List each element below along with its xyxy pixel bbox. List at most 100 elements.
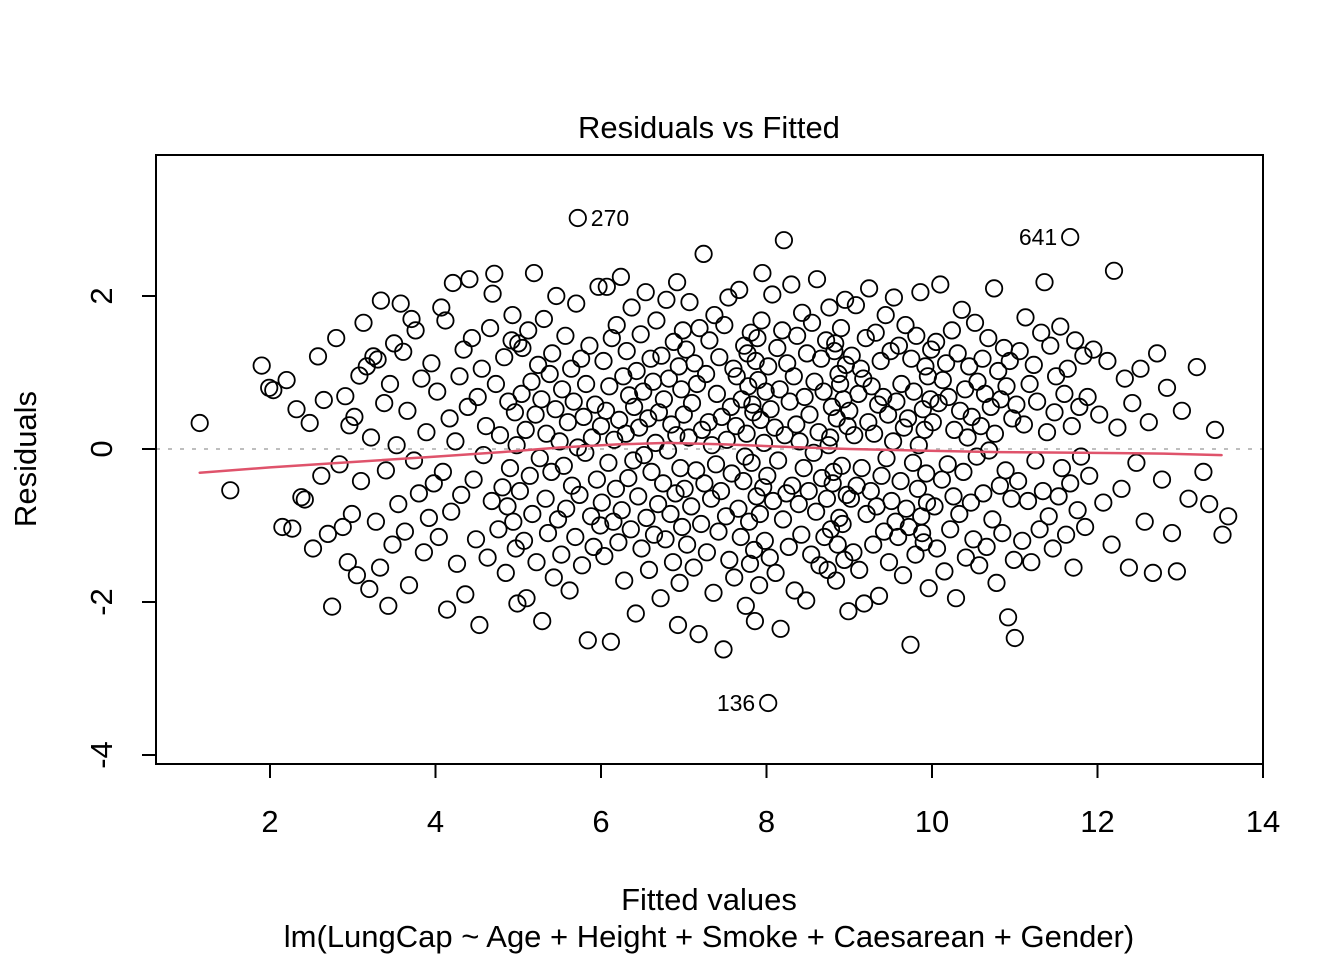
data-point: [710, 348, 729, 367]
data-point: [706, 455, 726, 474]
data-point: [1052, 458, 1072, 478]
data-point: [735, 447, 755, 466]
data-point: [792, 525, 811, 544]
data-point: [652, 346, 671, 365]
data-point: [1167, 562, 1187, 581]
data-point: [751, 410, 770, 429]
data-point: [607, 315, 626, 335]
data-point: [973, 349, 992, 368]
data-point: [884, 288, 904, 307]
data-point: [809, 423, 828, 442]
data-point: [802, 545, 821, 564]
data-point: [729, 499, 748, 518]
data-point: [694, 244, 713, 263]
data-point: [840, 401, 859, 420]
data-point: [739, 512, 759, 531]
data-point: [1070, 397, 1089, 416]
data-point: [662, 415, 681, 434]
data-point: [594, 351, 613, 371]
data-point: [368, 350, 387, 369]
data-point: [929, 393, 948, 413]
data-point: [906, 545, 925, 564]
data-point: [707, 384, 727, 403]
data-point: [466, 530, 486, 549]
data-point: [419, 508, 438, 528]
data-point: [360, 579, 379, 599]
data-point: [636, 283, 655, 302]
data-point: [893, 566, 913, 585]
data-point: [919, 579, 938, 598]
data-point: [956, 548, 976, 567]
data-point: [379, 596, 398, 615]
data-point: [509, 334, 528, 353]
data-point: [911, 283, 930, 302]
data-point: [1055, 384, 1074, 403]
data-point: [819, 436, 838, 455]
data-point: [564, 392, 583, 411]
data-point: [673, 321, 693, 340]
data-point: [424, 474, 443, 493]
data-point: [806, 502, 826, 521]
data-point: [647, 311, 666, 330]
data-point: [739, 377, 758, 396]
data-point: [540, 364, 559, 384]
data-point: [699, 413, 718, 432]
data-point: [380, 374, 400, 394]
data-point: [742, 453, 761, 472]
data-point: [938, 455, 957, 474]
data-point: [637, 508, 656, 528]
data-point: [844, 543, 863, 562]
data-point: [903, 453, 923, 472]
data-point: [974, 484, 993, 503]
data-point: [566, 527, 585, 547]
data-point: [452, 485, 471, 504]
data-point: [308, 347, 328, 366]
data-point: [580, 336, 599, 355]
data-point: [422, 354, 441, 373]
data-point: [802, 313, 822, 332]
data-point: [712, 407, 731, 426]
data-point: [730, 280, 749, 299]
data-point: [556, 326, 575, 345]
y-axis-label: Residuals: [8, 391, 43, 527]
data-point: [383, 535, 402, 554]
data-point: [936, 354, 956, 373]
data-point: [440, 409, 459, 428]
data-point: [513, 338, 532, 358]
data-point: [985, 424, 1005, 443]
data-point: [510, 481, 530, 501]
data-point: [597, 277, 616, 296]
data-point: [997, 377, 1016, 396]
data-point: [1219, 507, 1238, 526]
data-point: [287, 400, 306, 419]
data-point: [1104, 261, 1124, 280]
data-point: [1090, 405, 1109, 424]
data-point: [514, 531, 534, 550]
data-point: [366, 512, 385, 531]
data-point: [428, 382, 447, 401]
data-point: [658, 441, 678, 460]
data-point: [828, 535, 847, 554]
data-point: [799, 481, 818, 501]
data-point: [351, 471, 371, 491]
data-point: [619, 468, 638, 488]
data-point: [602, 328, 621, 348]
data-point: [414, 543, 433, 562]
data-point: [508, 594, 527, 613]
data-point: [901, 635, 920, 654]
data-point: [790, 432, 809, 451]
data-point: [557, 499, 576, 518]
data-point: [626, 604, 645, 623]
data-point: [1123, 393, 1142, 413]
data-point: [968, 372, 987, 391]
data-point: [670, 573, 689, 593]
data-point: [820, 298, 839, 317]
data-point: [505, 403, 525, 422]
data-point: [432, 298, 451, 317]
data-point: [754, 478, 773, 497]
data-point: [537, 424, 556, 443]
data-point: [1162, 523, 1182, 543]
data-point: [1112, 479, 1131, 498]
outlier-point-label: 136: [717, 690, 755, 716]
data-point: [1047, 367, 1066, 386]
